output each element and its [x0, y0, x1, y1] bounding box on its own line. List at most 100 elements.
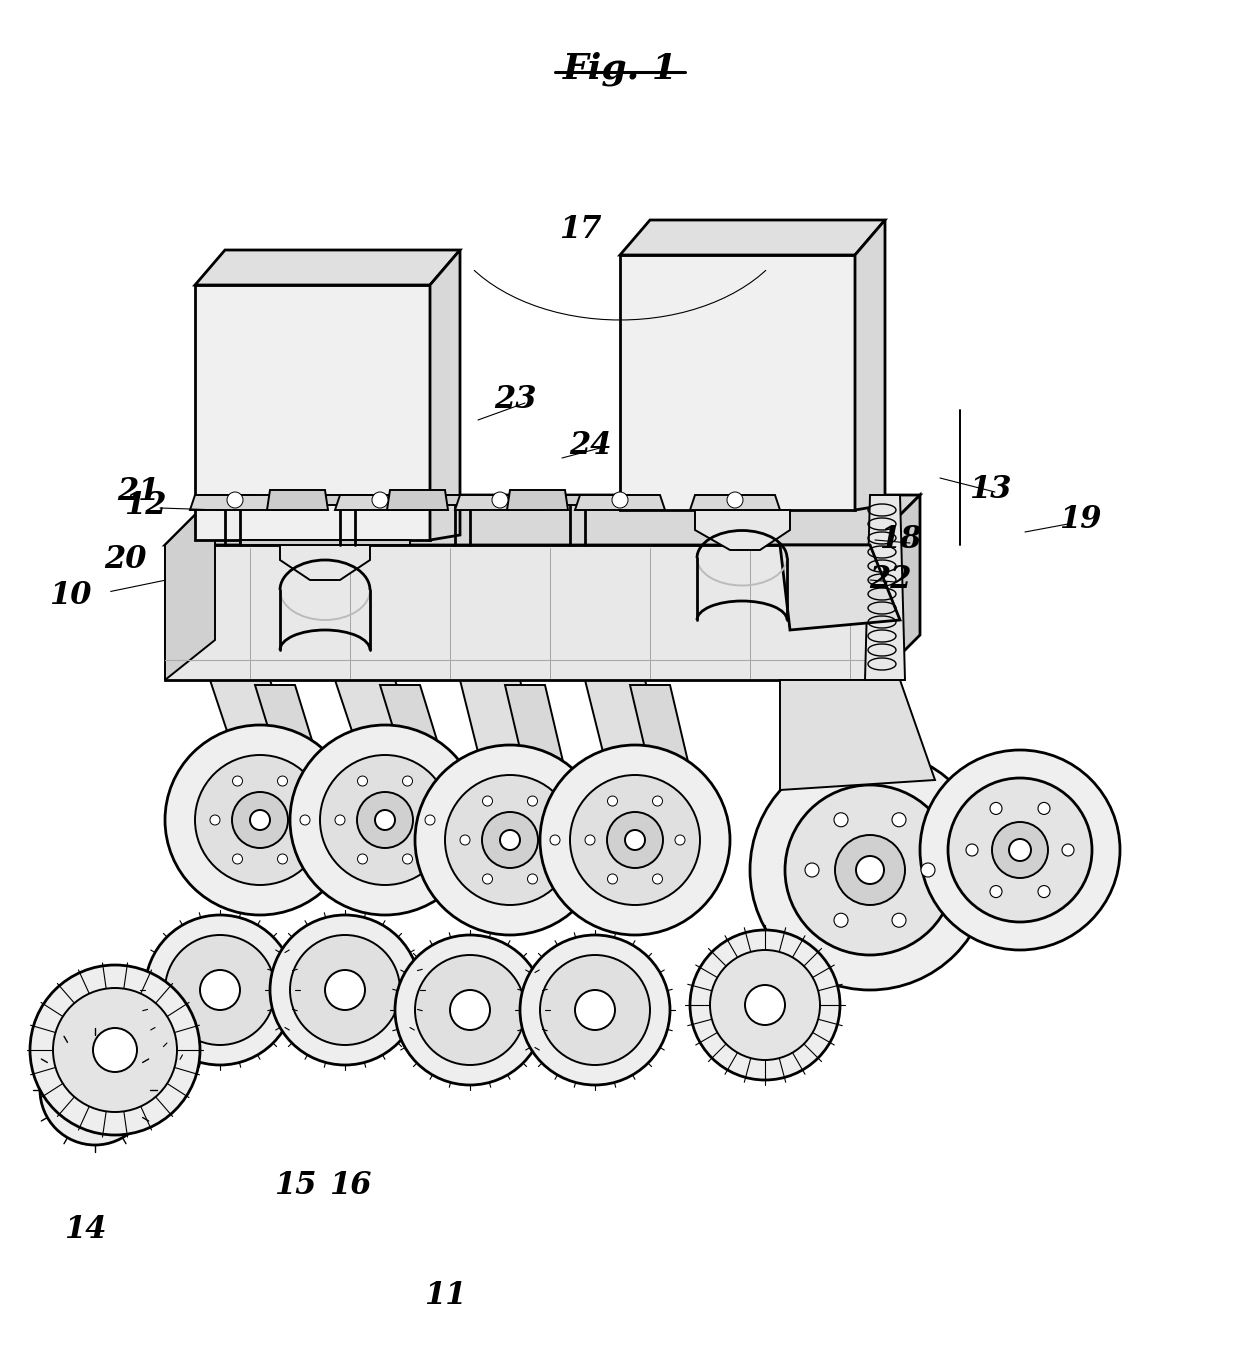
Circle shape — [539, 745, 730, 936]
Circle shape — [445, 775, 575, 905]
Polygon shape — [455, 495, 546, 510]
Circle shape — [450, 989, 490, 1030]
Text: 22: 22 — [869, 565, 911, 596]
Circle shape — [750, 749, 990, 989]
Text: 17: 17 — [559, 214, 601, 245]
Circle shape — [210, 816, 219, 825]
Circle shape — [250, 810, 270, 830]
Polygon shape — [241, 541, 410, 545]
Text: 11: 11 — [424, 1279, 466, 1310]
Circle shape — [232, 793, 288, 848]
Circle shape — [200, 971, 241, 1010]
Polygon shape — [165, 495, 215, 679]
Polygon shape — [165, 495, 920, 545]
Circle shape — [652, 874, 662, 884]
Circle shape — [403, 855, 413, 864]
Circle shape — [990, 802, 1002, 814]
Circle shape — [892, 913, 906, 927]
Text: 19: 19 — [1059, 504, 1101, 535]
Polygon shape — [689, 495, 780, 510]
Circle shape — [1038, 886, 1050, 898]
Polygon shape — [335, 679, 415, 740]
Polygon shape — [280, 541, 370, 580]
Circle shape — [1009, 838, 1030, 861]
Polygon shape — [505, 685, 565, 770]
Circle shape — [320, 755, 450, 886]
Circle shape — [357, 855, 367, 864]
Polygon shape — [195, 249, 460, 284]
Circle shape — [460, 834, 470, 845]
Circle shape — [920, 749, 1120, 950]
Circle shape — [300, 816, 310, 825]
Circle shape — [93, 1029, 136, 1072]
Circle shape — [608, 874, 618, 884]
Circle shape — [403, 776, 413, 786]
Text: 12: 12 — [124, 489, 166, 520]
Polygon shape — [379, 685, 440, 749]
Polygon shape — [430, 249, 460, 541]
Circle shape — [415, 745, 605, 936]
Polygon shape — [190, 495, 280, 510]
Circle shape — [290, 936, 401, 1045]
Circle shape — [372, 492, 388, 508]
Circle shape — [492, 492, 508, 508]
Circle shape — [892, 813, 906, 826]
Circle shape — [270, 915, 420, 1065]
Circle shape — [227, 492, 243, 508]
Text: Fig. 1: Fig. 1 — [563, 53, 677, 86]
Polygon shape — [507, 491, 568, 510]
Polygon shape — [267, 491, 329, 510]
Polygon shape — [866, 495, 905, 679]
Circle shape — [482, 797, 492, 806]
Circle shape — [608, 797, 618, 806]
Polygon shape — [780, 679, 935, 790]
Circle shape — [727, 492, 743, 508]
Circle shape — [745, 985, 785, 1024]
Circle shape — [835, 813, 848, 826]
Polygon shape — [694, 510, 790, 550]
Circle shape — [805, 863, 818, 878]
Text: 13: 13 — [968, 474, 1012, 506]
Text: 20: 20 — [104, 545, 146, 576]
Circle shape — [396, 936, 546, 1085]
Polygon shape — [387, 491, 448, 510]
Polygon shape — [870, 495, 920, 685]
Polygon shape — [425, 495, 490, 506]
Circle shape — [966, 844, 978, 856]
Polygon shape — [780, 545, 900, 630]
Polygon shape — [335, 495, 425, 510]
Text: 24: 24 — [569, 430, 611, 461]
Circle shape — [856, 856, 884, 884]
Circle shape — [608, 811, 663, 868]
Circle shape — [415, 954, 525, 1065]
Polygon shape — [620, 220, 885, 255]
Circle shape — [527, 797, 537, 806]
Circle shape — [232, 776, 243, 786]
Text: 16: 16 — [329, 1170, 371, 1201]
Polygon shape — [585, 679, 665, 760]
Circle shape — [652, 797, 662, 806]
Circle shape — [949, 778, 1092, 922]
Circle shape — [335, 816, 345, 825]
Polygon shape — [575, 495, 665, 510]
Circle shape — [357, 793, 413, 848]
Circle shape — [551, 834, 560, 845]
Circle shape — [30, 965, 200, 1135]
Circle shape — [575, 989, 615, 1030]
Circle shape — [195, 755, 325, 886]
Text: 14: 14 — [63, 1215, 107, 1246]
Polygon shape — [630, 685, 689, 770]
Circle shape — [520, 936, 670, 1085]
Circle shape — [835, 913, 848, 927]
Circle shape — [711, 950, 820, 1060]
Circle shape — [585, 834, 595, 845]
Text: 23: 23 — [494, 384, 536, 415]
Circle shape — [527, 874, 537, 884]
Circle shape — [278, 855, 288, 864]
Circle shape — [689, 930, 839, 1080]
Circle shape — [625, 830, 645, 851]
Circle shape — [675, 834, 684, 845]
Polygon shape — [165, 545, 870, 679]
Polygon shape — [620, 255, 856, 510]
Circle shape — [500, 830, 520, 851]
